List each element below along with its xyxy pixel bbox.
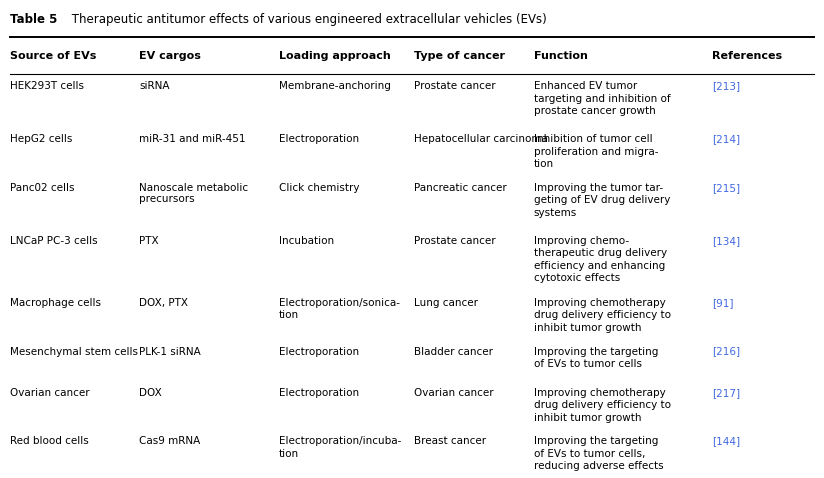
Text: Table 5: Table 5 xyxy=(10,13,57,26)
Text: Improving the tumor tar-
geting of EV drug delivery
systems: Improving the tumor tar- geting of EV dr… xyxy=(534,183,670,217)
Text: Loading approach: Loading approach xyxy=(279,51,391,61)
Text: Prostate cancer: Prostate cancer xyxy=(414,236,496,246)
Text: Electroporation: Electroporation xyxy=(279,134,359,144)
Text: Lung cancer: Lung cancer xyxy=(414,298,479,308)
Text: Red blood cells: Red blood cells xyxy=(10,436,88,446)
Text: [214]: [214] xyxy=(712,134,740,144)
Text: Type of cancer: Type of cancer xyxy=(414,51,505,61)
Text: Electroporation: Electroporation xyxy=(279,347,359,357)
Text: [144]: [144] xyxy=(712,436,740,446)
Text: Function: Function xyxy=(534,51,588,61)
Text: Panc02 cells: Panc02 cells xyxy=(10,183,74,193)
Text: PLK-1 siRNA: PLK-1 siRNA xyxy=(139,347,201,357)
Text: [213]: [213] xyxy=(712,81,740,91)
Text: Breast cancer: Breast cancer xyxy=(414,436,487,446)
Text: Inhibition of tumor cell
proliferation and migra-
tion: Inhibition of tumor cell proliferation a… xyxy=(534,134,658,169)
Text: Mesenchymal stem cells: Mesenchymal stem cells xyxy=(10,347,138,357)
Text: Click chemistry: Click chemistry xyxy=(279,183,359,193)
Text: HEK293T cells: HEK293T cells xyxy=(10,81,83,91)
Text: Improving the targeting
of EVs to tumor cells,
reducing adverse effects: Improving the targeting of EVs to tumor … xyxy=(534,436,663,471)
Text: miR-31 and miR-451: miR-31 and miR-451 xyxy=(139,134,246,144)
Text: Nanoscale metabolic
precursors: Nanoscale metabolic precursors xyxy=(139,183,249,204)
Text: Ovarian cancer: Ovarian cancer xyxy=(10,388,89,398)
Text: Improving chemo-
therapeutic drug delivery
efficiency and enhancing
cytotoxic ef: Improving chemo- therapeutic drug delive… xyxy=(534,236,667,283)
Text: References: References xyxy=(712,51,782,61)
Text: Incubation: Incubation xyxy=(279,236,334,246)
Text: HepG2 cells: HepG2 cells xyxy=(10,134,72,144)
Text: Cas9 mRNA: Cas9 mRNA xyxy=(139,436,200,446)
Text: [91]: [91] xyxy=(712,298,733,308)
Text: Bladder cancer: Bladder cancer xyxy=(414,347,494,357)
Text: Improving chemotherapy
drug delivery efficiency to
inhibit tumor growth: Improving chemotherapy drug delivery eff… xyxy=(534,298,671,333)
Text: Membrane-anchoring: Membrane-anchoring xyxy=(279,81,391,91)
Text: DOX: DOX xyxy=(139,388,162,398)
Text: Improving the targeting
of EVs to tumor cells: Improving the targeting of EVs to tumor … xyxy=(534,347,658,369)
Text: [216]: [216] xyxy=(712,347,740,357)
Text: siRNA: siRNA xyxy=(139,81,170,91)
Text: Macrophage cells: Macrophage cells xyxy=(10,298,101,308)
Text: Prostate cancer: Prostate cancer xyxy=(414,81,496,91)
Text: [134]: [134] xyxy=(712,236,740,246)
Text: Pancreatic cancer: Pancreatic cancer xyxy=(414,183,508,193)
Text: Electroporation/sonica-
tion: Electroporation/sonica- tion xyxy=(279,298,400,320)
Text: DOX, PTX: DOX, PTX xyxy=(139,298,189,308)
Text: Source of EVs: Source of EVs xyxy=(10,51,96,61)
Text: PTX: PTX xyxy=(139,236,159,246)
Text: Improving chemotherapy
drug delivery efficiency to
inhibit tumor growth: Improving chemotherapy drug delivery eff… xyxy=(534,388,671,423)
Text: Hepatocellular carcinoma: Hepatocellular carcinoma xyxy=(414,134,548,144)
Text: LNCaP PC-3 cells: LNCaP PC-3 cells xyxy=(10,236,97,246)
Text: Electroporation/incuba-
tion: Electroporation/incuba- tion xyxy=(279,436,401,459)
Text: [215]: [215] xyxy=(712,183,740,193)
Text: Therapeutic antitumor effects of various engineered extracellular vehicles (EVs): Therapeutic antitumor effects of various… xyxy=(68,13,546,26)
Text: EV cargos: EV cargos xyxy=(139,51,201,61)
Text: [217]: [217] xyxy=(712,388,740,398)
Text: Enhanced EV tumor
targeting and inhibition of
prostate cancer growth: Enhanced EV tumor targeting and inhibiti… xyxy=(534,81,670,116)
Text: Ovarian cancer: Ovarian cancer xyxy=(414,388,494,398)
Text: Electroporation: Electroporation xyxy=(279,388,359,398)
